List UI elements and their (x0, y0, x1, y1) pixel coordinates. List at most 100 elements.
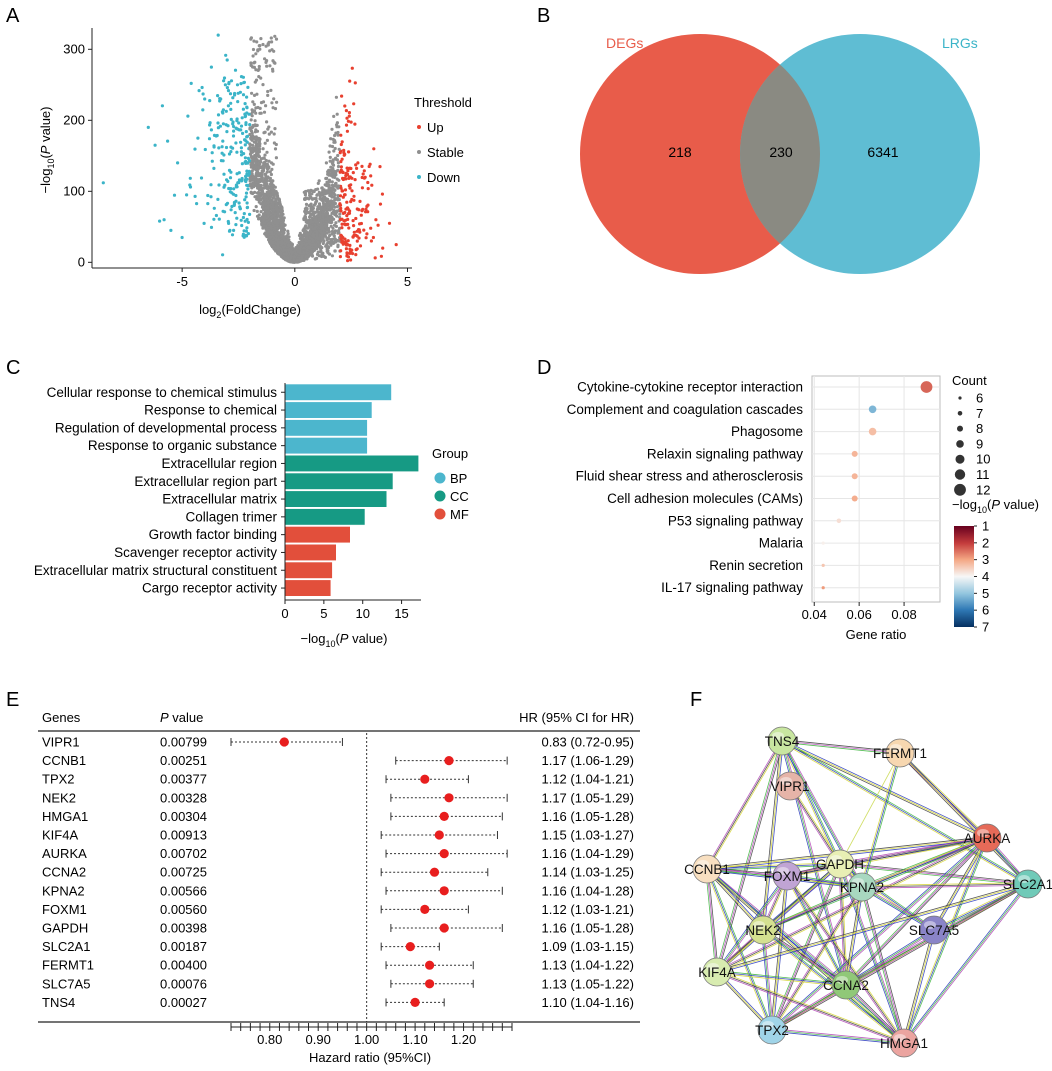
forest-gene-label: FERMT1 (42, 958, 94, 973)
volcano-point (342, 148, 346, 152)
volcano-point (233, 93, 237, 97)
volcano-point (324, 208, 328, 212)
ppi-node (919, 915, 949, 945)
forest-hr-text: 0.83 (0.72-0.95) (541, 735, 634, 750)
ppi-node-label: CCNA2 (823, 978, 869, 993)
volcano-point (277, 214, 281, 218)
volcano-point (348, 166, 352, 170)
volcano-point (231, 134, 236, 138)
volcano-point (245, 217, 249, 222)
ppi-node (692, 854, 722, 884)
ppi-edge (781, 741, 1028, 886)
volcano-point (261, 83, 265, 87)
volcano-point (340, 234, 344, 238)
volcano-point (239, 82, 243, 86)
volcano-point (315, 214, 319, 218)
volcano-point (369, 239, 373, 243)
ppi-edge (716, 972, 846, 987)
volcano-point (252, 208, 256, 213)
volcano-y-tick-label: 200 (63, 112, 85, 127)
ppi-edge (705, 869, 904, 1045)
ppi-edge (786, 875, 847, 986)
ppi-edge (715, 740, 782, 972)
ppi-edge (839, 863, 1029, 885)
ppi-node-highlight (977, 829, 989, 837)
volcano-point (304, 202, 309, 206)
volcano-y-tick-label: 100 (63, 183, 85, 198)
kegg-color-tick-label: 3 (982, 552, 989, 567)
forest-gene-label: SLC2A1 (42, 939, 90, 954)
volcano-point (304, 230, 308, 234)
volcano-point (362, 228, 366, 232)
forest-p-value: 0.00377 (160, 772, 207, 787)
volcano-point (255, 40, 259, 44)
volcano-point (364, 236, 368, 240)
volcano-point (248, 212, 252, 216)
volcano-point (275, 203, 279, 207)
volcano-point (245, 105, 249, 109)
ppi-node-highlight (753, 921, 765, 929)
volcano-point (344, 177, 348, 181)
volcano-point (355, 229, 359, 233)
volcano-point (326, 214, 330, 218)
volcano-point (216, 113, 221, 117)
volcano-point (216, 121, 220, 125)
volcano-point (208, 99, 212, 103)
volcano-point (239, 150, 243, 154)
volcano-point (321, 236, 325, 240)
volcano-point (306, 226, 310, 230)
forest-gene-label: TNS4 (42, 995, 75, 1010)
kegg-size-legend-label: 10 (976, 452, 990, 467)
volcano-point (341, 189, 345, 193)
volcano-point (266, 205, 270, 209)
volcano-point (267, 159, 271, 163)
ppi-edge (770, 836, 987, 1030)
ppi-edge (840, 862, 1029, 884)
volcano-point (214, 134, 218, 138)
ppi-node-highlight (924, 921, 936, 929)
volcano-point (303, 215, 308, 219)
volcano-point (284, 252, 289, 256)
volcano-point (272, 97, 276, 101)
volcano-point (223, 183, 227, 187)
volcano-point (272, 132, 276, 136)
volcano-point (331, 160, 335, 164)
volcano-point (339, 206, 343, 210)
volcano-point (358, 230, 362, 234)
volcano-point (237, 171, 241, 175)
volcano-point (335, 125, 339, 129)
forest-x-tick-label: 1.10 (402, 1032, 427, 1047)
volcano-point (281, 222, 285, 226)
volcano-point (335, 158, 339, 162)
volcano-point (225, 178, 229, 182)
volcano-point (303, 197, 307, 201)
volcano-point (358, 244, 363, 248)
volcano-point (210, 159, 214, 163)
volcano-point (325, 238, 329, 242)
volcano-point (282, 252, 286, 256)
volcano-point (249, 137, 254, 141)
go-bar (284, 526, 351, 544)
kegg-color-scale (954, 526, 974, 627)
ppi-node (772, 861, 802, 891)
forest-p-value: 0.00076 (160, 976, 207, 991)
ppi-node (1013, 869, 1043, 899)
volcano-point (330, 194, 334, 199)
volcano-point (339, 160, 343, 164)
volcano-point (328, 155, 332, 159)
forest-gene-label: VIPR1 (42, 735, 80, 750)
volcano-point (225, 58, 229, 62)
volcano-point (348, 186, 352, 190)
volcano-point (336, 161, 340, 165)
ppi-edge (787, 838, 988, 878)
volcano-point (271, 67, 275, 71)
ppi-edge (761, 740, 782, 930)
volcano-point (221, 122, 225, 126)
volcano-point (310, 192, 314, 196)
volcano-point (329, 214, 333, 218)
volcano-point (275, 194, 279, 198)
ppi-network: TNS4 FERMT1 VIPR1 GAPDH AURKA CCNB1 FOXM1 KPNA2… (684, 726, 1052, 1058)
kegg-dot (821, 563, 825, 568)
volcano-point (193, 147, 197, 151)
volcano-point (336, 130, 340, 135)
